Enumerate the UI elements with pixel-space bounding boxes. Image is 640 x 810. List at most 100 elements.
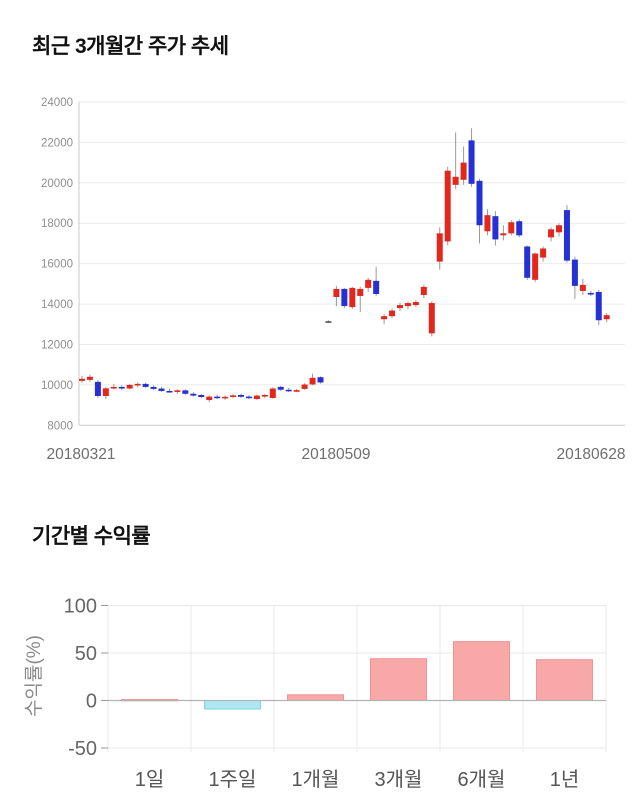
price-x-tick-label: 20180321 (47, 446, 116, 463)
candle-body (476, 180, 483, 226)
price-y-tick-label: 24000 (41, 97, 73, 109)
candle-body (230, 395, 237, 397)
candle-body (190, 393, 197, 396)
price-y-tick-label: 18000 (41, 218, 73, 230)
candle-body (484, 215, 491, 232)
candle-body (452, 176, 459, 185)
return-y-tick-label: 100 (64, 596, 97, 618)
candle-body (110, 386, 117, 389)
candle-body (603, 315, 610, 320)
return-bar (287, 694, 344, 701)
candle-body (285, 389, 292, 392)
price-y-tick-label: 22000 (41, 137, 73, 149)
return-x-tick-label: 1개월 (292, 768, 340, 791)
candle-body (118, 386, 125, 389)
candle-body (500, 233, 507, 236)
candle-body (166, 390, 173, 393)
candle-body (269, 388, 276, 399)
candle-body (595, 291, 602, 321)
price-y-tick-label: 8000 (47, 420, 73, 432)
candle-body (79, 378, 85, 381)
price-y-tick-label: 16000 (41, 259, 73, 271)
return-y-tick-label: 50 (75, 643, 97, 665)
candle-body (174, 390, 181, 392)
price-y-tick-label: 12000 (41, 339, 73, 351)
return-x-tick-label: 1주일 (209, 768, 257, 791)
return-bar (370, 658, 427, 702)
candle-body (404, 303, 411, 307)
candle-body (86, 376, 93, 380)
candle-body (412, 302, 419, 306)
candle-body (468, 140, 475, 184)
candle-body (150, 386, 157, 389)
candle-body (301, 384, 308, 389)
candle-body (420, 286, 427, 295)
candle-body (158, 388, 165, 391)
return-x-tick-label: 6개월 (458, 768, 506, 791)
candle-body (309, 377, 316, 385)
candle-body (436, 233, 443, 262)
price-x-tick-label: 20180628 (557, 446, 626, 463)
candle-body (365, 279, 372, 288)
candle-body (253, 395, 260, 400)
candle-body (333, 288, 340, 297)
candle-body (556, 225, 562, 233)
candle-body (222, 396, 229, 399)
price-x-tick-label: 20180509 (302, 446, 371, 463)
candle-body (563, 210, 570, 261)
candle-body (587, 292, 594, 295)
candle-body (134, 383, 141, 386)
candle-body (206, 396, 213, 401)
price-y-tick-label: 14000 (41, 299, 73, 311)
candle-body (492, 216, 499, 240)
price-chart-title: 최근 3개월간 주가 추세 (32, 35, 229, 58)
return-bar (204, 700, 261, 710)
candle-body (444, 170, 451, 242)
candle-body (198, 394, 205, 398)
return-x-tick-label: 3개월 (375, 768, 423, 791)
candle-body (349, 287, 356, 308)
candle-body (508, 222, 515, 234)
return-x-tick-label: 1일 (135, 768, 165, 791)
return-ylabel: 수익률(%) (23, 635, 45, 717)
return-x-tick-label: 1년 (550, 768, 580, 791)
candle-body (540, 248, 547, 258)
candle-body (381, 316, 388, 320)
candle-body (317, 377, 324, 383)
candle-body (94, 381, 101, 397)
candle-body (397, 305, 403, 309)
return-bar (453, 641, 510, 701)
candle-body (373, 280, 380, 294)
candle-body (325, 321, 332, 323)
candle-body (102, 388, 109, 397)
candle-body (245, 396, 252, 399)
candle-body (428, 303, 435, 334)
candle-body (277, 386, 284, 390)
price-y-tick-label: 10000 (41, 380, 73, 392)
candle-body (126, 384, 133, 389)
return-bar-chart: 100 50 0 -50 1일 1주일 1개월 3개월 6개월 1년 수익률(%) (23, 596, 607, 791)
candle-body (460, 162, 467, 180)
candle-body (261, 394, 268, 397)
candle-body (524, 246, 531, 278)
candle-body (214, 396, 221, 399)
return-chart-title: 기간별 수익률 (32, 525, 151, 548)
price-chart: 8000 10000 12000 14000 16000 18000 20000 22000 2… (41, 97, 625, 463)
candle-body (293, 390, 300, 392)
candle-body (238, 394, 244, 397)
candle-body (579, 284, 586, 291)
price-y-tick-label: 20000 (41, 178, 73, 190)
return-bar (536, 659, 593, 702)
candle-body (142, 383, 149, 387)
candle-body (182, 390, 189, 394)
candle-body (571, 259, 578, 286)
candle-body (341, 288, 348, 307)
candle-body (548, 229, 555, 238)
candle-body (389, 310, 396, 317)
return-y-tick-label: 0 (86, 691, 97, 713)
candle-body (357, 288, 364, 296)
return-y-tick-label: -50 (68, 738, 97, 760)
candle-body (532, 253, 539, 280)
candle-body (516, 221, 523, 236)
